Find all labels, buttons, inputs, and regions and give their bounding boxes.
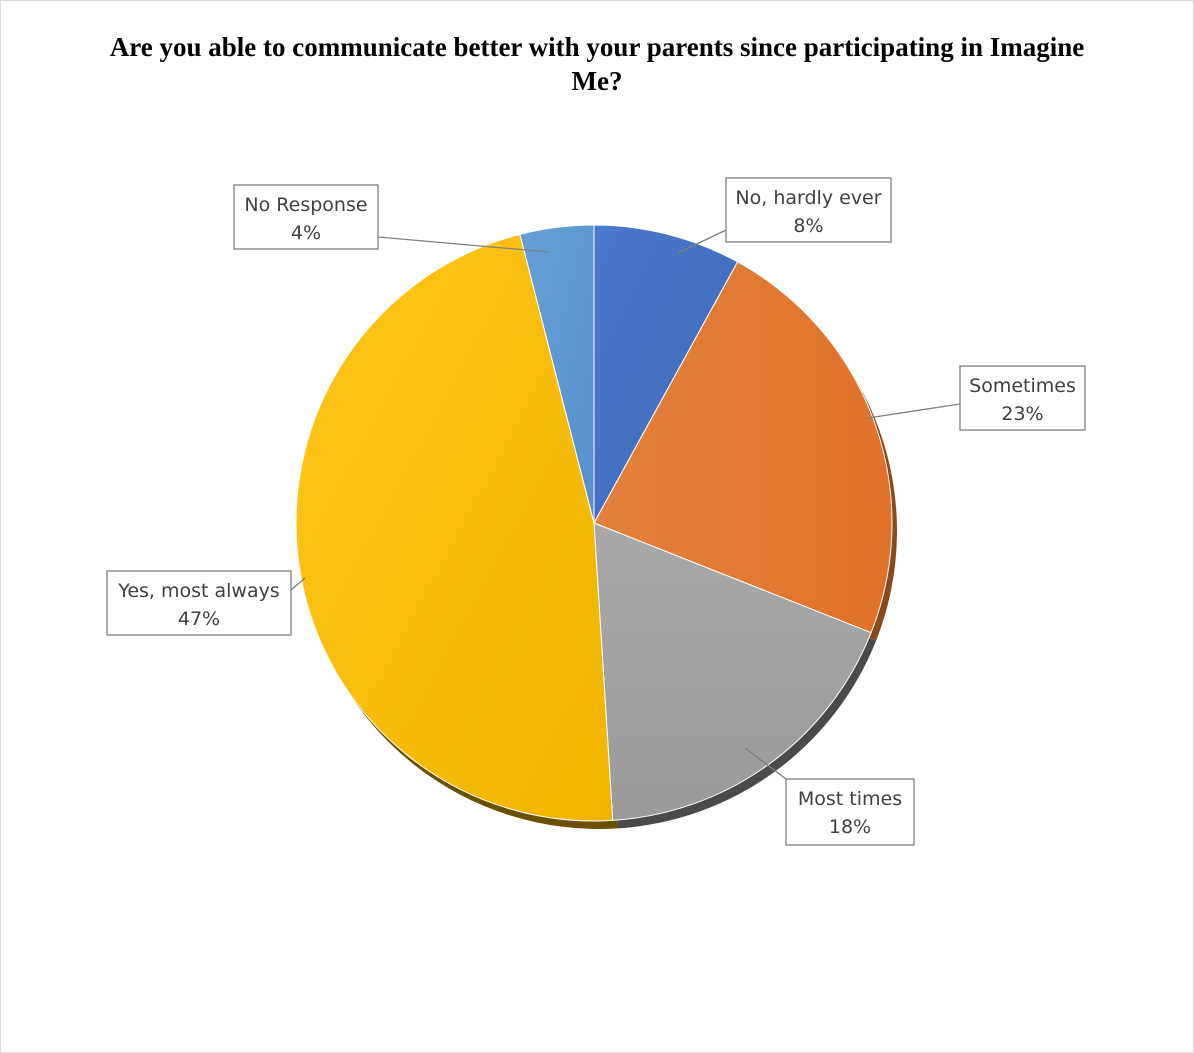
label-most-times-category: Most times (798, 788, 902, 810)
slice-sometimes (593, 261, 893, 634)
label-no-hardly-ever-category: No, hardly ever (735, 187, 881, 209)
slice-yes-most-always (295, 233, 614, 822)
label-yes-most-always: Yes, most always 47% (106, 570, 292, 636)
label-no-response-value: 4% (291, 222, 321, 244)
label-sometimes: Sometimes 23% (959, 365, 1086, 431)
label-no-hardly-ever: No, hardly ever 8% (725, 177, 892, 243)
label-no-hardly-ever-leader (677, 229, 727, 254)
label-most-times-value: 18% (829, 816, 871, 838)
label-no-response-category: No Response (244, 194, 367, 216)
slice-no-hardly-ever (593, 224, 739, 524)
label-yes-most-always-box (106, 570, 292, 636)
label-most-times-box (785, 778, 915, 846)
label-no-hardly-ever-value: 8% (793, 215, 823, 237)
label-yes-most-always-value: 47% (178, 608, 220, 630)
label-no-response-box (233, 184, 379, 250)
label-most-times: Most times 18% (785, 778, 915, 846)
label-sometimes-value: 23% (1001, 403, 1043, 425)
label-sometimes-box (959, 365, 1086, 431)
label-no-response: No Response 4% (233, 184, 379, 250)
slice-most-times (593, 522, 872, 821)
label-most-times-leader (744, 747, 787, 780)
label-sometimes-leader (867, 403, 961, 419)
slice-no-response (519, 224, 595, 524)
chart-title: Are you able to communicate better with … (109, 32, 1085, 96)
label-no-response-leader (377, 236, 550, 253)
label-sometimes-category: Sometimes (969, 375, 1076, 397)
label-yes-most-always-leader (290, 577, 306, 591)
label-no-hardly-ever-box (725, 177, 892, 243)
label-yes-most-always-category: Yes, most always (117, 580, 280, 602)
